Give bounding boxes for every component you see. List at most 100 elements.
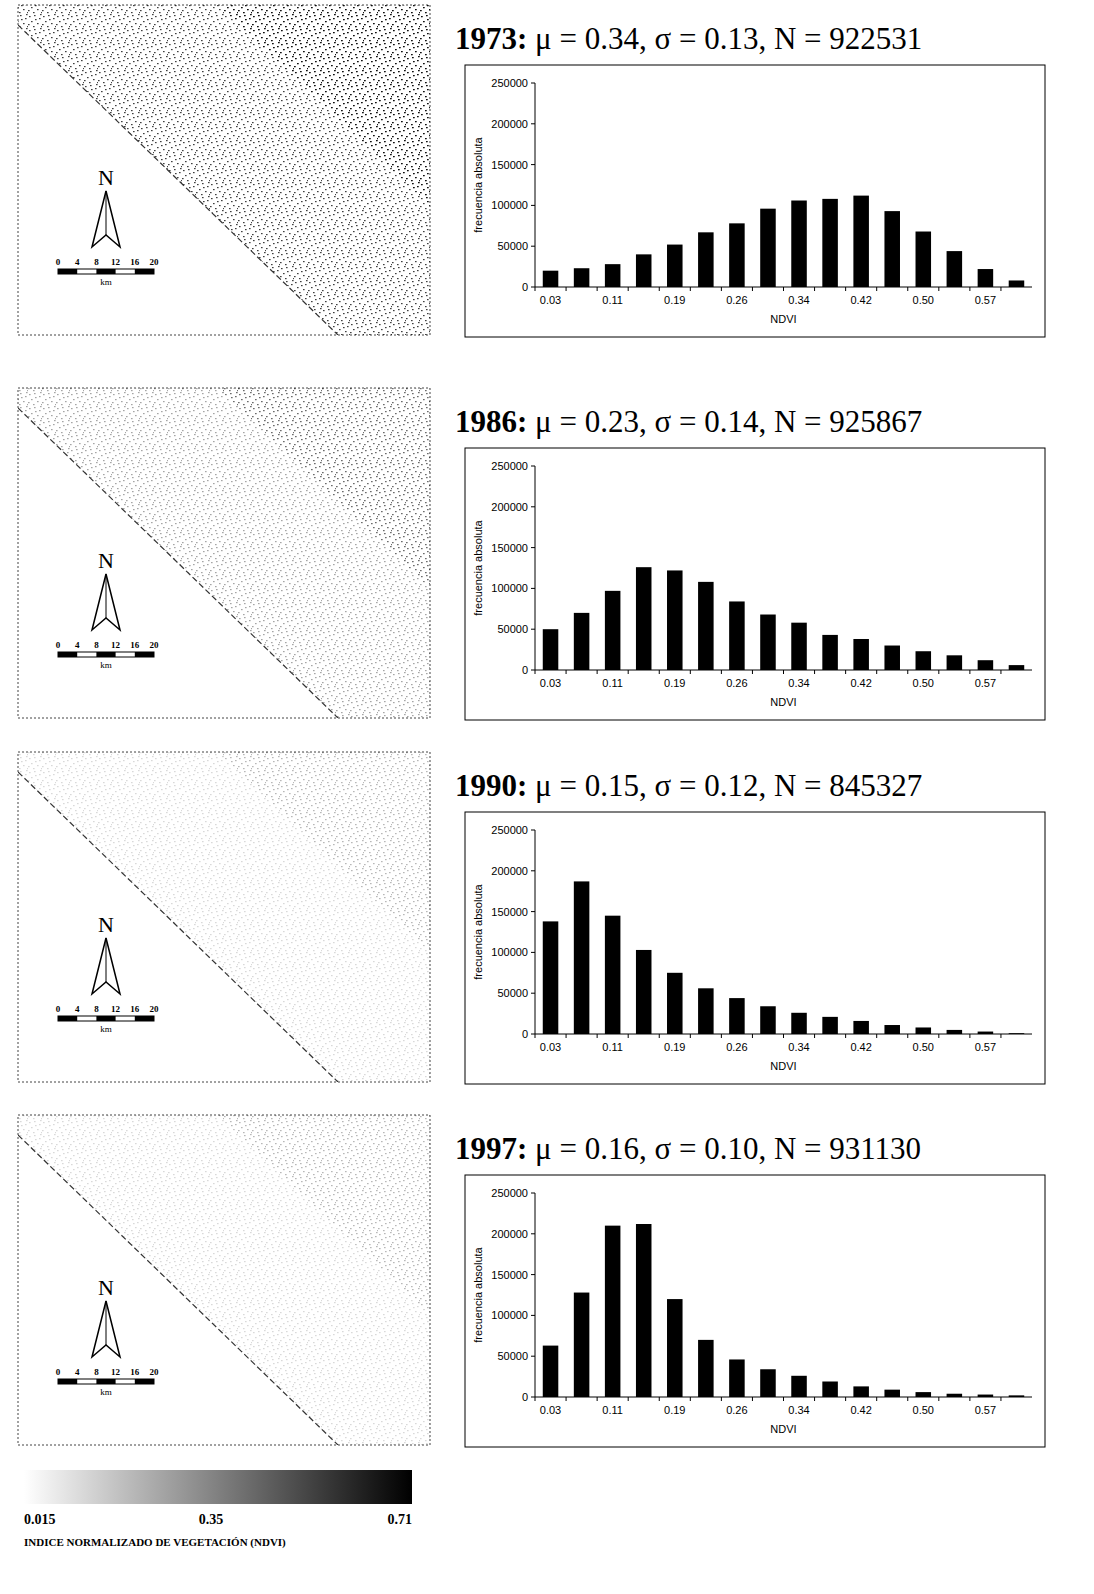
x-tick-label: 0.26 xyxy=(726,1041,747,1053)
y-tick-label: 150000 xyxy=(491,1269,528,1281)
x-axis-title: NDVI xyxy=(770,1060,796,1072)
y-tick-label: 0 xyxy=(522,1391,528,1403)
y-tick-label: 250000 xyxy=(491,824,528,836)
x-tick-label: 0.26 xyxy=(726,677,747,689)
x-tick xyxy=(907,670,908,674)
scale-segment xyxy=(96,1379,115,1384)
scale-label: 12 xyxy=(111,1004,121,1014)
bar xyxy=(791,1376,807,1397)
coastline xyxy=(18,1135,338,1445)
bar xyxy=(853,639,869,670)
map-image xyxy=(18,388,430,718)
scale-segment xyxy=(58,652,77,657)
y-tick xyxy=(531,1233,535,1234)
x-axis-title: NDVI xyxy=(770,696,796,708)
vegetation xyxy=(18,1115,430,1445)
x-tick xyxy=(721,670,722,674)
x-tick xyxy=(721,287,722,291)
x-tick xyxy=(628,1397,629,1401)
north-arrow-axis xyxy=(106,938,107,982)
bar xyxy=(760,1369,776,1397)
x-tick xyxy=(783,287,784,291)
vegetation-dense xyxy=(218,5,430,205)
x-tick-label: 0.57 xyxy=(975,294,996,306)
map-image xyxy=(18,752,430,1082)
y-axis xyxy=(535,1193,536,1397)
bar xyxy=(667,570,683,670)
title-year: 1997: xyxy=(455,1131,527,1166)
bar xyxy=(605,264,621,287)
vegetation-dense xyxy=(218,752,430,952)
x-tick xyxy=(845,287,846,291)
bar xyxy=(822,635,838,670)
bar xyxy=(698,1340,714,1397)
x-tick xyxy=(814,670,815,674)
bar xyxy=(636,567,652,670)
x-tick xyxy=(969,670,970,674)
bar xyxy=(853,1386,869,1397)
bar xyxy=(636,1224,652,1397)
y-tick xyxy=(531,547,535,548)
bar xyxy=(916,232,932,287)
bar xyxy=(729,1359,745,1397)
bar xyxy=(978,269,994,287)
bar xyxy=(667,1299,683,1397)
title-stats: μ = 0.16, σ = 0.10, N = 931130 xyxy=(527,1131,921,1166)
colorbar-label: 0.71 xyxy=(388,1512,413,1527)
x-tick-label: 0.11 xyxy=(602,677,623,689)
scale-unit: km xyxy=(100,1387,112,1397)
y-tick-label: 200000 xyxy=(491,865,528,877)
y-tick-label: 50000 xyxy=(497,987,528,999)
title-stats: μ = 0.23, σ = 0.14, N = 925867 xyxy=(527,404,922,439)
y-tick xyxy=(531,993,535,994)
chart-frame xyxy=(465,1175,1045,1447)
bar xyxy=(636,254,652,287)
bar xyxy=(605,591,621,670)
x-tick xyxy=(566,1397,567,1401)
y-tick-label: 250000 xyxy=(491,460,528,472)
title-year: 1973: xyxy=(455,21,527,56)
histogram: 1990: μ = 0.15, σ = 0.12, N = 8453270500… xyxy=(455,768,1045,1084)
x-tick xyxy=(659,670,660,674)
scale-bar xyxy=(58,1379,154,1384)
y-tick-label: 150000 xyxy=(491,159,528,171)
x-tick xyxy=(690,670,691,674)
scale-unit: km xyxy=(100,660,112,670)
x-tick-label: 0.11 xyxy=(602,1041,623,1053)
colorbar-title: INDICE NORMALIZADO DE VEGETACIÓN (NDVI) xyxy=(24,1536,286,1549)
bar xyxy=(574,613,590,670)
x-tick xyxy=(690,1034,691,1038)
x-tick xyxy=(1000,670,1001,674)
y-tick-label: 100000 xyxy=(491,582,528,594)
x-tick xyxy=(566,1034,567,1038)
x-tick xyxy=(535,287,536,291)
x-tick-label: 0.42 xyxy=(850,1041,871,1053)
x-tick-label: 0.19 xyxy=(664,1041,685,1053)
north-arrow xyxy=(92,191,120,247)
x-tick xyxy=(597,1034,598,1038)
scale-label: 0 xyxy=(56,1004,61,1014)
x-tick xyxy=(597,670,598,674)
north-label: N xyxy=(98,165,114,190)
y-tick-label: 100000 xyxy=(491,199,528,211)
x-tick xyxy=(907,1397,908,1401)
scale-label: 20 xyxy=(150,1004,160,1014)
vegetation-dense xyxy=(218,388,430,588)
x-tick-label: 0.19 xyxy=(664,294,685,306)
scale-label: 0 xyxy=(56,640,61,650)
y-tick xyxy=(531,952,535,953)
bar xyxy=(605,1226,621,1397)
bar xyxy=(916,1392,932,1397)
x-tick-label: 0.03 xyxy=(540,1404,561,1416)
coastline xyxy=(18,25,338,335)
histogram: 1997: μ = 0.16, σ = 0.10, N = 9311300500… xyxy=(455,1131,1045,1447)
x-tick-label: 0.50 xyxy=(913,1041,934,1053)
x-tick-label: 0.50 xyxy=(913,1404,934,1416)
bar xyxy=(916,1027,932,1034)
north-arrow-axis xyxy=(106,1301,107,1345)
scale-segment xyxy=(135,1379,154,1384)
scale-segment xyxy=(135,269,154,274)
histogram: 1973: μ = 0.34, σ = 0.13, N = 9225310500… xyxy=(455,21,1045,337)
x-tick-label: 0.11 xyxy=(602,294,623,306)
x-tick-label: 0.42 xyxy=(850,294,871,306)
